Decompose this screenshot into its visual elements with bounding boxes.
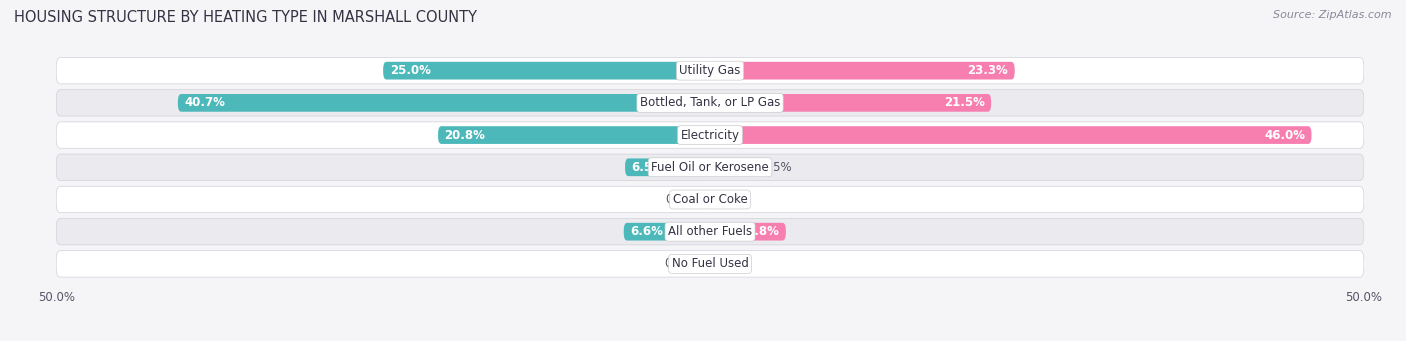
FancyBboxPatch shape	[177, 94, 710, 112]
Text: HOUSING STRUCTURE BY HEATING TYPE IN MARSHALL COUNTY: HOUSING STRUCTURE BY HEATING TYPE IN MAR…	[14, 10, 477, 25]
Text: 20.8%: 20.8%	[444, 129, 485, 142]
Text: 6.5%: 6.5%	[631, 161, 665, 174]
Text: Fuel Oil or Kerosene: Fuel Oil or Kerosene	[651, 161, 769, 174]
Text: Source: ZipAtlas.com: Source: ZipAtlas.com	[1274, 10, 1392, 20]
FancyBboxPatch shape	[707, 255, 711, 273]
FancyBboxPatch shape	[382, 62, 710, 79]
Text: 0.06%: 0.06%	[665, 193, 703, 206]
Text: Bottled, Tank, or LP Gas: Bottled, Tank, or LP Gas	[640, 97, 780, 109]
Text: 0.0%: 0.0%	[717, 257, 747, 270]
Text: All other Fuels: All other Fuels	[668, 225, 752, 238]
Text: 46.0%: 46.0%	[1264, 129, 1305, 142]
Text: 21.5%: 21.5%	[943, 97, 984, 109]
FancyBboxPatch shape	[626, 159, 710, 176]
FancyBboxPatch shape	[56, 154, 1364, 180]
FancyBboxPatch shape	[710, 223, 786, 240]
FancyBboxPatch shape	[439, 126, 710, 144]
Text: 3.5%: 3.5%	[762, 161, 792, 174]
FancyBboxPatch shape	[710, 159, 756, 176]
Text: 0.19%: 0.19%	[664, 257, 702, 270]
FancyBboxPatch shape	[624, 223, 710, 240]
FancyBboxPatch shape	[56, 251, 1364, 277]
Text: 5.8%: 5.8%	[747, 225, 779, 238]
FancyBboxPatch shape	[710, 62, 1015, 79]
FancyBboxPatch shape	[710, 126, 1312, 144]
FancyBboxPatch shape	[56, 90, 1364, 116]
Text: 23.3%: 23.3%	[967, 64, 1008, 77]
FancyBboxPatch shape	[707, 191, 713, 208]
FancyBboxPatch shape	[710, 94, 991, 112]
Text: 0.0%: 0.0%	[717, 193, 747, 206]
FancyBboxPatch shape	[56, 122, 1364, 148]
Text: Utility Gas: Utility Gas	[679, 64, 741, 77]
Text: 25.0%: 25.0%	[389, 64, 430, 77]
FancyBboxPatch shape	[56, 186, 1364, 213]
Text: No Fuel Used: No Fuel Used	[672, 257, 748, 270]
FancyBboxPatch shape	[56, 57, 1364, 84]
Text: Electricity: Electricity	[681, 129, 740, 142]
Text: 40.7%: 40.7%	[184, 97, 225, 109]
Legend: Owner-occupied, Renter-occupied: Owner-occupied, Renter-occupied	[572, 338, 848, 341]
FancyBboxPatch shape	[56, 219, 1364, 245]
Text: Coal or Coke: Coal or Coke	[672, 193, 748, 206]
Text: 6.6%: 6.6%	[630, 225, 664, 238]
